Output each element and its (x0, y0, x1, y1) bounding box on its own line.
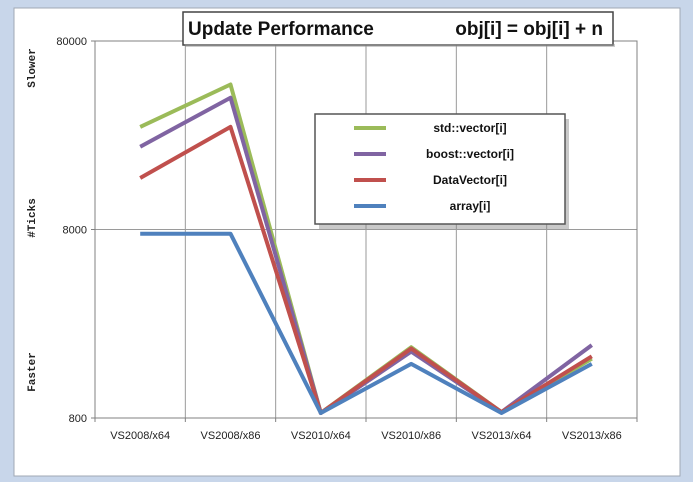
y-axis-label-faster: Faster (27, 352, 39, 392)
y-tick-label: 8000 (63, 225, 87, 237)
legend-label-array-i: array[i] (450, 199, 491, 213)
x-tick-label: VS2013/x86 (562, 430, 622, 442)
y-axis: 800 8000 80000 (56, 36, 95, 425)
series-line-array-i (140, 231, 593, 415)
x-tick-label: VS2008/x86 (201, 430, 261, 442)
x-axis: VS2008/x64 VS2008/x86 VS2010/x64 VS2010/x86… (94, 418, 638, 442)
legend: std::vector[i]boost::vector[i]DataVector… (314, 113, 569, 229)
chart-title: Update Performance (188, 19, 374, 40)
chart-area-background (13, 7, 681, 477)
x-tick-label: VS2008/x64 (110, 430, 170, 442)
legend-label-boost-vector-i: boost::vector[i] (426, 147, 514, 161)
y-tick-label: 80000 (56, 36, 87, 48)
legend-label-std-vector-i: std::vector[i] (433, 121, 506, 135)
series-lines (139, 82, 593, 415)
x-tick-label: VS2010/x64 (291, 430, 351, 442)
x-tick-label: VS2010/x86 (381, 430, 441, 442)
y-axis-label-slower: Slower (27, 48, 39, 88)
y-tick-label: 800 (69, 413, 87, 425)
chart-title-box: Update Performance obj[i] = obj[i] + n (182, 11, 615, 47)
legend-label-datavector-i: DataVector[i] (433, 173, 507, 187)
x-tick-label: VS2013/x64 (472, 430, 532, 442)
chart-subtitle: obj[i] = obj[i] + n (455, 19, 603, 40)
y-axis-title: #Ticks (27, 198, 39, 238)
